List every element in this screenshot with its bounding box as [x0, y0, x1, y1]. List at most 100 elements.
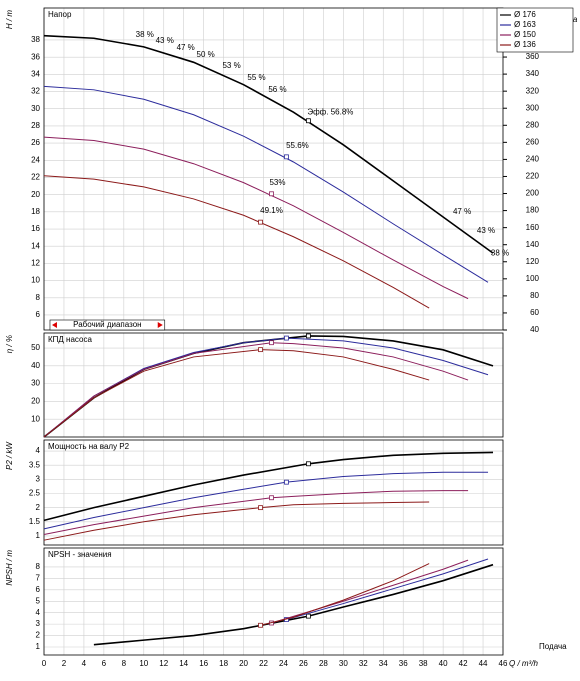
- y-tick-label: 10: [31, 276, 40, 285]
- y-tick-label: 36: [31, 52, 40, 61]
- y-tick-label: 34: [31, 69, 40, 78]
- y2-tick-label: 340: [526, 69, 540, 78]
- x-tick-label: 20: [239, 659, 248, 668]
- x-axis-note: Подача: [539, 642, 567, 651]
- duty-point: [284, 335, 289, 341]
- annotation: 38 %: [491, 248, 509, 257]
- y-tick-label: 4: [36, 446, 41, 455]
- y-tick-label: 5: [36, 596, 41, 605]
- annotation: 38 %: [136, 30, 154, 39]
- x-axis-label: Q / m³/h: [509, 659, 538, 668]
- legend-label: Ø 136: [514, 40, 536, 49]
- y2-tick-label: 120: [526, 257, 540, 266]
- annotation: 53 %: [222, 61, 240, 70]
- y-tick-label: 8: [36, 293, 41, 302]
- y-tick-label: 50: [31, 343, 40, 352]
- y-tick-label: 2: [36, 631, 41, 640]
- annotation: Эфф. 56.8%: [307, 107, 353, 116]
- legend-label: Ø 163: [514, 20, 536, 29]
- y-tick-label: 8: [36, 562, 41, 571]
- series-line: [43, 490, 469, 536]
- x-tick-label: 18: [219, 659, 228, 668]
- y-tick-label: 6: [36, 310, 41, 319]
- y-tick-label: 3: [36, 474, 41, 483]
- x-tick-label: 36: [399, 659, 408, 668]
- y-tick-label: 2.5: [29, 489, 41, 498]
- duty-point: [306, 333, 311, 339]
- y2-tick-label: 140: [526, 240, 540, 249]
- annotation: 56 %: [268, 85, 286, 94]
- annotation: 50 %: [197, 50, 215, 59]
- series-line: [260, 563, 430, 626]
- annotation: 43 %: [477, 226, 495, 235]
- x-tick-label: 4: [82, 659, 87, 668]
- x-tick-label: 8: [122, 659, 127, 668]
- y-tick-label: 12: [31, 259, 40, 268]
- y-tick-label: 28: [31, 121, 40, 130]
- x-tick-label: 38: [419, 659, 428, 668]
- panel-title: NPSH - значения: [48, 550, 112, 559]
- x-tick-label: 6: [102, 659, 107, 668]
- series-line: [43, 471, 489, 530]
- plot-area: [44, 440, 503, 545]
- x-tick-label: 26: [299, 659, 308, 668]
- x-tick-label: 44: [479, 659, 488, 668]
- duty-point: [306, 118, 311, 124]
- x-tick-label: 42: [459, 659, 468, 668]
- y-tick-label: 30: [31, 379, 40, 388]
- x-tick-label: 2: [62, 659, 67, 668]
- y-tick-label: 3.5: [29, 460, 41, 469]
- y-tick-label: 1: [36, 642, 41, 651]
- y2-tick-label: 80: [530, 291, 539, 300]
- series-line: [43, 136, 469, 300]
- y2-tick-label: 360: [526, 52, 540, 61]
- y-tick-label: 7: [36, 574, 41, 583]
- x-tick-label: 30: [339, 659, 348, 668]
- y2-tick-label: 100: [526, 274, 540, 283]
- legend-label: Ø 150: [514, 30, 536, 39]
- series-line: [43, 85, 489, 283]
- y-tick-label: 18: [31, 207, 40, 216]
- y2-tick-label: 200: [526, 189, 540, 198]
- plot-area: [44, 8, 503, 330]
- duty-point: [269, 340, 274, 346]
- plot-frame: [43, 332, 504, 438]
- duty-point: [269, 191, 274, 197]
- y-tick-label: 1.5: [29, 517, 41, 526]
- y2-tick-label: 240: [526, 155, 540, 164]
- x-tick-label: 46: [499, 659, 508, 668]
- series-line: [43, 451, 494, 522]
- duty-point: [269, 495, 274, 501]
- duty-point: [306, 613, 311, 619]
- duty-point: [284, 479, 289, 485]
- legend-label: Ø 176: [514, 10, 536, 19]
- annotation: 55.6%: [286, 141, 309, 150]
- x-tick-label: 12: [159, 659, 168, 668]
- duty-point: [258, 219, 263, 225]
- duty-point: [258, 505, 263, 511]
- y-tick-label: 1: [36, 531, 41, 540]
- operating-range-box: [49, 319, 166, 331]
- x-tick-label: 14: [179, 659, 188, 668]
- y2-tick-label: 40: [530, 325, 539, 334]
- x-tick-label: 40: [439, 659, 448, 668]
- annotation: 43 %: [156, 36, 174, 45]
- y-axis-label: NPSH / m: [5, 550, 14, 586]
- panel-title: КПД насоса: [48, 335, 92, 344]
- x-tick-label: 16: [199, 659, 208, 668]
- operating-range-label: Рабочий диапазон: [73, 320, 141, 329]
- y-tick-label: 4: [36, 608, 41, 617]
- y-tick-label: 20: [31, 190, 40, 199]
- y-tick-label: 6: [36, 585, 41, 594]
- y2-tick-label: 160: [526, 223, 540, 232]
- panel-title: Напор: [48, 10, 72, 19]
- y2-tick-label: 60: [530, 308, 539, 317]
- series-line: [286, 558, 489, 621]
- duty-point: [284, 154, 289, 160]
- plot-frame: [43, 7, 504, 331]
- range-arrow-right: [157, 322, 163, 328]
- y-tick-label: 26: [31, 138, 40, 147]
- y-tick-label: 38: [31, 35, 40, 44]
- x-tick-label: 10: [139, 659, 148, 668]
- y2-tick-label: 300: [526, 103, 540, 112]
